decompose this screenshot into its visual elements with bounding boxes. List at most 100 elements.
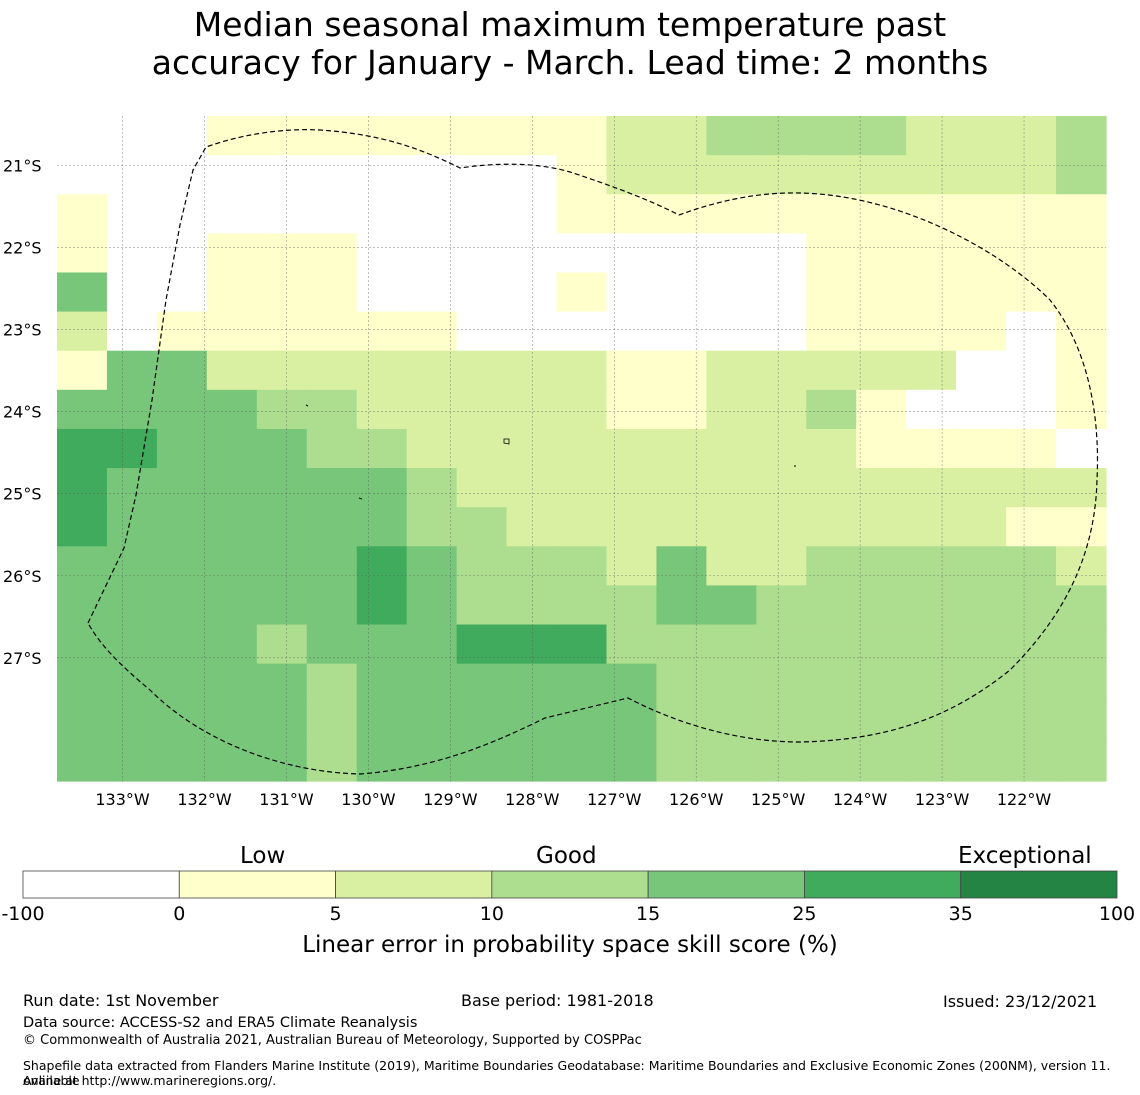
- grid-cell: [57, 116, 108, 156]
- grid-cell: [606, 194, 658, 234]
- grid-cell: [256, 546, 308, 587]
- grid-cell: [156, 663, 208, 704]
- grid-cell: [756, 741, 807, 782]
- grid-cell: [156, 585, 208, 626]
- grid-cell: [456, 155, 508, 195]
- grid-cell: [906, 507, 957, 547]
- grid-cell: [206, 428, 258, 469]
- grid-cell: [856, 116, 907, 156]
- grid-cell: [1006, 233, 1057, 274]
- grid-cell: [406, 155, 458, 195]
- colorbar-segment: [647, 870, 805, 899]
- grid-cell: [306, 389, 358, 430]
- grid-cell: [1006, 194, 1057, 234]
- grid-cell: [206, 468, 258, 508]
- grid-cell: [706, 155, 757, 195]
- longitude-tick-label: 124°W: [833, 790, 888, 809]
- colorbar-segment: [335, 870, 493, 899]
- grid-cell: [456, 233, 508, 274]
- grid-cell: [1006, 350, 1057, 391]
- grid-cell: [506, 585, 558, 626]
- longitude-tick-label: 125°W: [751, 790, 806, 809]
- grid-cell: [756, 272, 807, 313]
- longitude-tick-label: 130°W: [341, 790, 396, 809]
- latitude-tick-label: 21°S: [3, 156, 42, 175]
- grid-cell: [906, 389, 957, 430]
- grid-cell: [506, 702, 558, 743]
- grid-cell: [706, 233, 757, 274]
- grid-cell: [656, 741, 707, 782]
- grid-cell: [206, 507, 258, 547]
- grid-cell: [856, 155, 907, 195]
- grid-cell: [306, 233, 358, 274]
- grid-cell: [456, 272, 508, 313]
- grid-cell: [856, 624, 907, 665]
- grid-cell: [756, 116, 807, 156]
- grid-cell: [57, 702, 108, 743]
- grid-cell: [256, 624, 308, 665]
- base-period: Base period: 1981-2018: [461, 991, 654, 1010]
- grid-cell: [57, 585, 108, 626]
- grid-cell: [606, 272, 658, 313]
- grid-cell: [506, 624, 558, 665]
- longitude-tick-label: 133°W: [95, 790, 150, 809]
- grid-cell: [1056, 311, 1107, 352]
- grid-cell: [406, 624, 458, 665]
- grid-cell: [506, 116, 558, 156]
- grid-cell: [706, 116, 757, 156]
- grid-cell: [506, 350, 558, 391]
- grid-cell: [556, 428, 608, 469]
- grid-cell: [1056, 194, 1107, 234]
- grid-cell: [806, 116, 857, 156]
- grid-cell: [806, 428, 857, 469]
- grid-cell: [806, 311, 857, 352]
- grid-cell: [256, 428, 308, 469]
- grid-cell: [456, 194, 508, 234]
- grid-cell: [806, 389, 857, 430]
- grid-cell: [556, 155, 608, 195]
- map-title: Median seasonal maximum temperature past…: [0, 6, 1140, 82]
- grid-cell: [1006, 624, 1057, 665]
- colorbar-tick-label: 15: [636, 903, 660, 925]
- grid-cell: [206, 663, 258, 704]
- grid-cell: [956, 468, 1007, 508]
- grid-cell: [206, 350, 258, 391]
- grid-cell: [1006, 468, 1057, 508]
- grid-cell: [356, 741, 408, 782]
- grid-cell: [956, 663, 1007, 704]
- grid-cell: [1006, 585, 1057, 626]
- grid-cell: [856, 702, 907, 743]
- latitude-tick-label: 25°S: [3, 485, 42, 504]
- grid-cell: [956, 507, 1007, 547]
- grid-cell: [406, 428, 458, 469]
- grid-cell: [506, 663, 558, 704]
- grid-cell: [706, 311, 757, 352]
- grid-cell: [356, 389, 408, 430]
- grid-cell: [906, 468, 957, 508]
- grid-cell: [656, 350, 707, 391]
- grid-cell: [556, 546, 608, 587]
- grid-cell: [656, 507, 707, 547]
- colorbar-category-low: Low: [240, 843, 286, 869]
- grid-cell: [106, 233, 158, 274]
- grid-cell: [956, 546, 1007, 587]
- grid-cell: [1056, 428, 1107, 469]
- grid-cell: [656, 663, 707, 704]
- grid-cell: [756, 468, 807, 508]
- grid-cell: [256, 663, 308, 704]
- grid-cell: [1056, 468, 1107, 508]
- grid-cell: [356, 116, 408, 156]
- grid-cell: [1056, 546, 1107, 587]
- grid-cell: [606, 155, 658, 195]
- grid-cell: [206, 741, 258, 782]
- grid-cell: [206, 116, 258, 156]
- grid-cell: [57, 155, 108, 195]
- grid-cell: [806, 194, 857, 234]
- grid-cell: [956, 350, 1007, 391]
- grid-cell: [706, 194, 757, 234]
- grid-cell: [306, 194, 358, 234]
- latitude-tick-label: 27°S: [3, 649, 42, 668]
- grid-cell: [406, 507, 458, 547]
- grid-cell: [956, 702, 1007, 743]
- grid-cell: [256, 233, 308, 274]
